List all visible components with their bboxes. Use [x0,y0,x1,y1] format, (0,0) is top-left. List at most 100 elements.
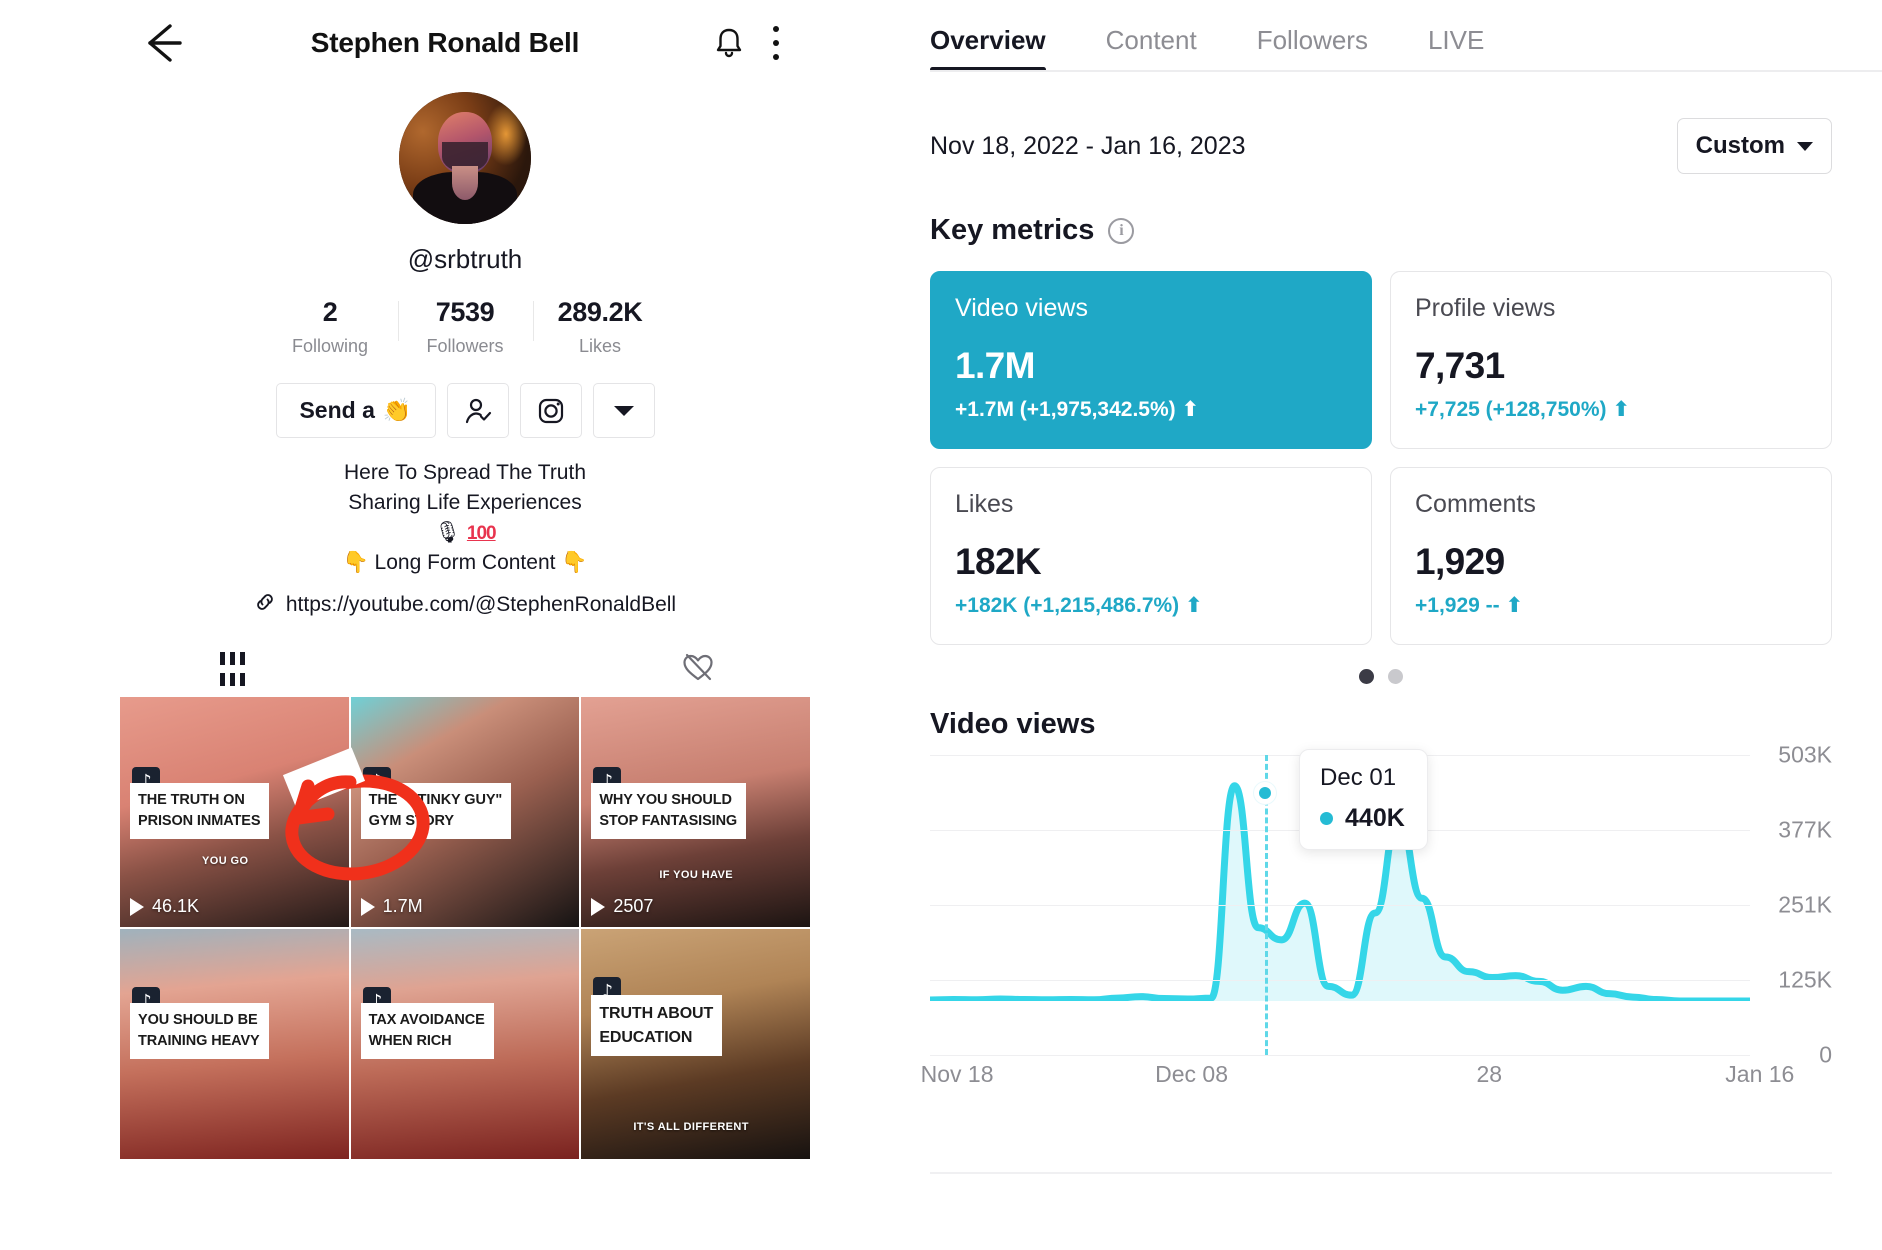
panel-divider [930,1172,1832,1174]
metric-label: Profile views [1415,294,1556,322]
profile-stats: 2 Following 7539 Followers 289.2K Likes [0,297,930,357]
chart-hover-point[interactable] [1254,781,1277,804]
play-icon [591,897,606,916]
video-thumbnail[interactable]: ♪ THE "STINKY GUY" GYM STORY 1.7M [350,697,580,928]
date-range-row: Nov 18, 2022 - Jan 16, 2023 Custom [930,118,1882,174]
video-view-count: 2507 [613,896,654,917]
video-view-count: 1.7M [382,896,423,917]
stat-value: 7539 [435,297,495,327]
info-icon[interactable]: i [1108,217,1135,244]
chart-line-series [930,755,1750,1001]
video-thumbnail[interactable]: ♪ YOU SHOULD BE TRAINING HEAVY [120,929,349,1160]
stat-followers[interactable]: 7539 Followers [397,297,533,357]
trend-up-icon: ⬆ [1505,593,1524,617]
tooltip-date: Dec 01 [1320,764,1397,791]
chart-gridline [930,1055,1750,1056]
chart-cursor-line [1265,755,1269,1055]
metric-card-profile-views[interactable]: Profile views 7,731 +7,725 (+128,750%) ⬆ [1390,271,1832,449]
chart-x-tick-label: Jan 16 [1725,1061,1795,1087]
tabs-underline [930,70,1882,72]
tab-overview[interactable]: Overview [930,25,1046,72]
bio-line-4-text: Long Form Content [374,550,556,574]
video-subtitle: YOU GO [202,855,249,868]
chart-x-axis: Nov 18 Dec 08 28 Jan 16 [921,1061,1832,1101]
hundred-emoji: 100 [466,522,497,544]
trend-up-icon: ⬆ [1185,593,1203,617]
stat-label: Followers [426,336,504,356]
chart-y-tick-label: 503K [1778,741,1832,768]
instagram-icon[interactable] [519,383,582,438]
grid-icon [220,652,245,687]
chevron-down-icon [613,405,634,416]
person-check-icon[interactable] [446,383,509,438]
chart-plot-area[interactable]: 0 125K 251K 377K 503K Dec 01 440K [930,742,1832,1068]
chart-x-tick-label: Dec 08 [1155,1061,1229,1087]
metric-delta-text: +1,929 -- [1415,594,1500,617]
video-subtitle: IF YOU HAVE [659,869,733,882]
carousel-pagination [930,669,1882,684]
video-views: 46.1K [130,896,199,917]
tiktok-profile-panel: Stephen Ronald Bell @srbtruth 2 Followin… [0,0,930,1250]
date-range-label: Nov 18, 2022 - Jan 16, 2023 [930,131,1246,160]
chart-tooltip: Dec 01 440K [1299,749,1428,850]
metric-label: Comments [1415,490,1536,518]
send-message-button[interactable]: Send a 👏 [275,383,436,438]
video-thumbnail[interactable]: ♪ WHY YOU SHOULD STOP FANTASISING IF YOU… [581,697,810,928]
metric-value: 182K [955,541,1042,582]
video-caption: TRUTH ABOUT EDUCATION [591,995,723,1056]
chart-title: Video views [930,708,1096,740]
metric-value: 1.7M [955,345,1035,386]
chart-x-tick-label: 28 [1476,1061,1503,1087]
kebab-menu-icon[interactable] [772,26,780,60]
video-subtitle: IT'S ALL DIFFERENT [633,1121,749,1134]
analytics-tabs: Overview Content Followers LIVE [930,0,1882,72]
profile-handle: @srbtruth [407,244,523,274]
video-thumbnail[interactable]: ♪ THE TRUTH ON PRISON INMATES YOU GO 46.… [120,697,349,928]
video-thumbnail[interactable]: ♪ TAX AVOIDANCE WHEN RICH [350,929,580,1160]
stat-label: Following [291,336,369,356]
bell-icon[interactable] [714,26,744,60]
video-views: 2507 [591,896,653,917]
chart-y-tick-label: 377K [1778,816,1832,843]
key-metrics-header: Key metrics i [930,214,1882,247]
bio-line-3: 🎙 100 [0,518,930,548]
annotation-arrow-icon [292,775,357,825]
metric-value: 7,731 [1415,345,1505,386]
more-options-button[interactable] [592,383,655,438]
chart-gridline [930,905,1750,907]
tab-videos-grid[interactable] [0,645,465,693]
tooltip-series-dot [1320,812,1334,825]
video-caption: WHY YOU SHOULD STOP FANTASISING [591,783,747,840]
stat-likes[interactable]: 289.2K Likes [532,297,668,357]
tab-content[interactable]: Content [1105,25,1197,55]
metric-delta: +1.7M (+1,975,342.5%) ⬆ [955,397,1347,422]
send-button-label: Send a [299,397,375,423]
stat-value: 289.2K [557,297,643,327]
stat-following[interactable]: 2 Following [263,297,398,357]
trend-up-icon: ⬆ [1612,397,1630,421]
avatar[interactable] [399,92,531,224]
video-grid: ♪ THE TRUTH ON PRISON INMATES YOU GO 46.… [0,697,930,1160]
analytics-panel: Overview Content Followers LIVE Nov 18, … [921,0,1882,1250]
tab-followers[interactable]: Followers [1256,25,1368,55]
metric-delta-text: +182K (+1,215,486.7%) [955,594,1180,617]
metric-card-likes[interactable]: Likes 182K +182K (+1,215,486.7%) ⬆ [930,467,1372,645]
video-caption: THE TRUTH ON PRISON INMATES [130,783,270,840]
range-selector-button[interactable]: Custom [1676,118,1832,174]
point-down-emoji-left: 👇 [342,549,369,574]
video-view-count: 46.1K [152,896,200,917]
metric-card-comments[interactable]: Comments 1,929 +1,929 -- ⬆ [1390,467,1832,645]
tab-private-liked[interactable] [465,645,930,693]
stat-label: Likes [578,336,622,356]
metric-delta-text: +1.7M (+1,975,342.5%) [955,398,1176,421]
video-thumbnail[interactable]: ♪ TRUTH ABOUT EDUCATION IT'S ALL DIFFERE… [581,929,810,1160]
video-views: 1.7M [360,896,423,917]
tab-live[interactable]: LIVE [1427,25,1485,55]
pagination-dot-1[interactable] [1359,669,1374,684]
pagination-dot-2[interactable] [1388,669,1403,684]
back-arrow-icon[interactable] [140,20,186,66]
profile-link[interactable]: https://youtube.com/@StephenRonaldBell [0,591,930,619]
metric-delta: +182K (+1,215,486.7%) ⬆ [955,593,1347,618]
metric-card-video-views[interactable]: Video views 1.7M +1.7M (+1,975,342.5%) ⬆ [930,271,1372,449]
chart-y-tick-label: 125K [1778,966,1832,993]
